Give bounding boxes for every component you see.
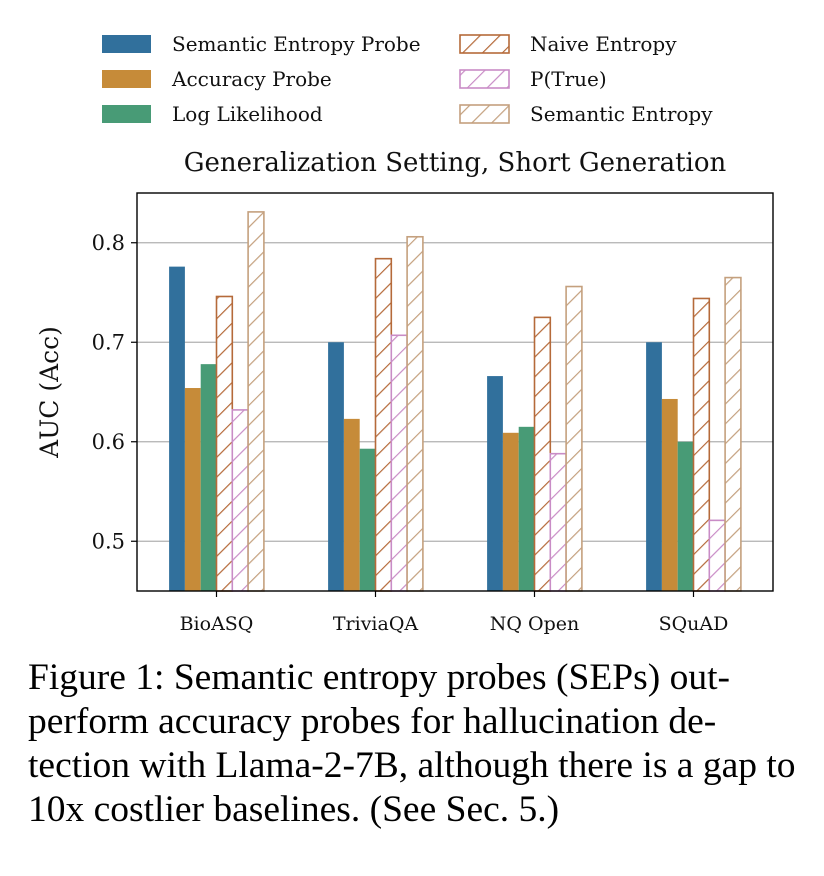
bar-accuracy-probe-nq-open	[502, 432, 519, 591]
bar-p-true-nq-open	[549, 452, 567, 592]
bar-accuracy-probe-bioasq	[184, 388, 201, 591]
bar-log-likelihood-squad	[677, 441, 694, 591]
bar-naive-entropy-triviaqa	[374, 257, 393, 592]
bar-semantic-entropy-probe-nq-open	[487, 376, 503, 591]
bar-semantic-entropy-bioasq	[247, 211, 265, 592]
legend-label-semantic-entropy-probe: Semantic Entropy Probe	[172, 32, 421, 56]
legend-label-accuracy-probe: Accuracy Probe	[171, 67, 332, 91]
bar-chart: Semantic Entropy Probe Accuracy Probe Log …	[35, 32, 774, 635]
bar-semantic-entropy-probe-squad	[646, 342, 662, 591]
legend-label-naive-entropy: Naive Entropy	[530, 32, 677, 56]
bar-p-true-bioasq	[231, 409, 249, 592]
y-tick-label: 0.5	[92, 529, 125, 553]
x-tick-label-squad: SQuAD	[659, 613, 729, 635]
bar-naive-entropy-squad	[692, 297, 711, 592]
bar-log-likelihood-triviaqa	[359, 448, 376, 591]
bar-p-true-squad	[708, 519, 726, 592]
y-tick-label: 0.7	[92, 330, 125, 354]
legend-label-semantic-entropy: Semantic Entropy	[530, 102, 713, 126]
y-tick-label: 0.8	[92, 231, 125, 255]
bar-semantic-entropy-squad	[724, 276, 742, 592]
bar-semantic-entropy-nq-open	[565, 285, 583, 592]
legend-swatch-semantic-entropy-probe	[102, 35, 151, 53]
legend-swatch-p-true	[459, 69, 510, 89]
bar-naive-entropy-bioasq	[215, 295, 234, 592]
y-axis-label: AUC (Acc)	[35, 326, 64, 459]
bar-semantic-entropy-probe-bioasq	[169, 266, 185, 591]
bar-p-true-triviaqa	[390, 334, 408, 592]
bar-log-likelihood-nq-open	[518, 426, 535, 591]
x-tick-label-nq-open: NQ Open	[490, 613, 579, 635]
legend-swatch-naive-entropy	[459, 34, 510, 54]
figure-caption: Figure 1: Semantic entropy probes (SEPs)…	[28, 657, 796, 830]
x-tick-label-bioasq: BioASQ	[180, 613, 254, 635]
bar-accuracy-probe-triviaqa	[343, 418, 360, 591]
legend-label-p-true: P(True)	[530, 67, 607, 91]
legend-label-log-likelihood: Log Likelihood	[172, 102, 323, 126]
bars	[169, 211, 742, 592]
y-ticks: 0.5 0.6 0.7 0.8	[92, 231, 137, 553]
legend-swatch-log-likelihood	[102, 105, 151, 123]
y-tick-label: 0.6	[92, 430, 125, 454]
bar-semantic-entropy-probe-triviaqa	[328, 342, 344, 591]
legend: Semantic Entropy Probe Accuracy Probe Log …	[102, 32, 713, 126]
bar-semantic-entropy-triviaqa	[406, 235, 424, 592]
x-ticks: BioASQ TriviaQA NQ Open SQuAD	[180, 591, 729, 635]
chart-figure: Semantic Entropy Probe Accuracy Probe Log …	[35, 32, 774, 635]
bar-naive-entropy-nq-open	[533, 316, 552, 592]
axes-frame	[136, 192, 774, 592]
legend-swatch-accuracy-probe	[102, 70, 151, 88]
chart-title: Generalization Setting, Short Generation	[184, 148, 727, 178]
legend-swatch-semantic-entropy	[459, 104, 510, 124]
bar-log-likelihood-bioasq	[200, 364, 217, 591]
x-tick-label-triviaqa: TriviaQA	[333, 613, 419, 635]
bar-accuracy-probe-squad	[661, 398, 678, 591]
